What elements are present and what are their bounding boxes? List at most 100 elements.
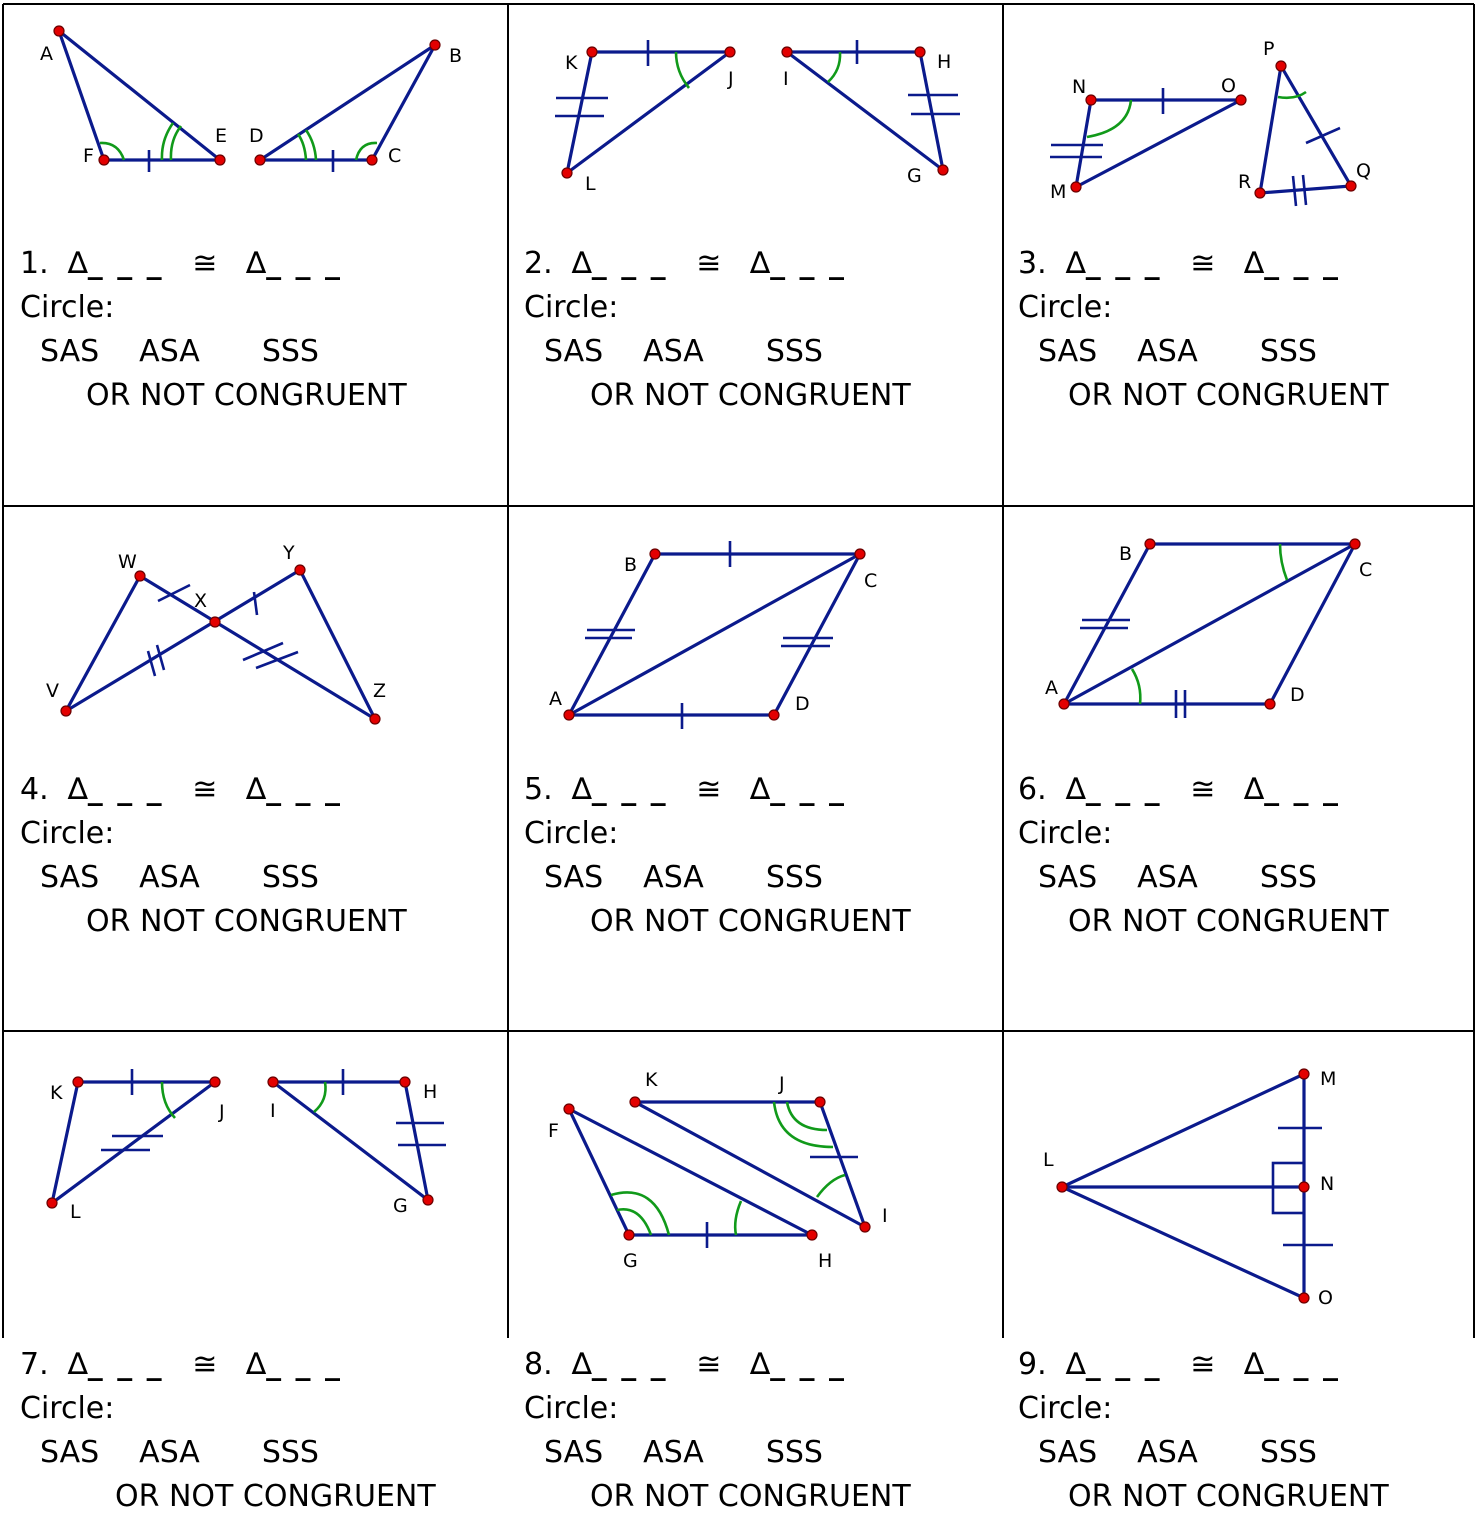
vertex-label: H — [937, 51, 951, 73]
option-asa[interactable]: ASA — [139, 860, 200, 895]
answer-blank[interactable]: _ _ _ — [591, 1347, 668, 1382]
option-sss[interactable]: SSS — [261, 860, 319, 895]
answer-blank[interactable]: _ _ _ — [266, 1347, 342, 1382]
vertex-label: D — [1290, 684, 1305, 706]
option-sas[interactable]: SAS — [40, 1435, 100, 1470]
vertex-label: Y — [282, 542, 295, 564]
option-not-congruent[interactable]: OR NOT CONGRUENT — [590, 378, 911, 413]
option-not-congruent[interactable]: OR NOT CONGRUENT — [590, 904, 911, 939]
answer-block: 9. ∆_ _ _ ≅ ∆_ _ _ Circle: SAS ASA SSS OR … — [1018, 1343, 1389, 1519]
option-asa[interactable]: ASA — [643, 1435, 704, 1470]
circle-label: Circle: — [524, 816, 619, 851]
vertex-label: A — [40, 43, 53, 65]
answer-blank[interactable]: _ _ _ — [1085, 1347, 1162, 1382]
answer-block: 7. ∆_ _ _ ≅ ∆_ _ _ Circle: SAS ASA SSS OR … — [20, 1343, 436, 1519]
answer-blank[interactable]: _ _ _ — [591, 772, 668, 807]
answer-blank[interactable]: _ _ _ — [591, 246, 668, 281]
answer-block: 4. ∆_ _ _ ≅ ∆_ _ _ Circle: SAS ASA SSS OR … — [20, 768, 407, 944]
option-asa[interactable]: ASA — [139, 334, 200, 369]
option-sas[interactable]: SAS — [544, 1435, 604, 1470]
answer-blank[interactable]: _ _ _ — [87, 1347, 164, 1382]
option-sas[interactable]: SAS — [1038, 334, 1098, 369]
option-asa[interactable]: ASA — [643, 860, 704, 895]
option-sss[interactable]: SSS — [765, 860, 823, 895]
congruence-statement: 6. ∆_ _ _ ≅ ∆_ _ _ — [1018, 768, 1389, 812]
circle-label: Circle: — [20, 816, 115, 851]
option-sss[interactable]: SSS — [1259, 1435, 1317, 1470]
vertex-label: C — [1359, 559, 1372, 581]
option-asa[interactable]: ASA — [643, 334, 704, 369]
answer-blank[interactable]: _ _ _ — [1085, 772, 1162, 807]
answer-blank[interactable]: _ _ _ — [1264, 772, 1340, 807]
vertex-label: J — [727, 68, 734, 90]
congruence-statement: 8. ∆_ _ _ ≅ ∆_ _ _ — [524, 1343, 911, 1387]
answer-blank[interactable]: _ _ _ — [770, 246, 846, 281]
vertex-label: E — [215, 125, 227, 147]
answer-block: 8. ∆_ _ _ ≅ ∆_ _ _ Circle: SAS ASA SSS OR … — [524, 1343, 911, 1519]
answer-blank[interactable]: _ _ _ — [266, 772, 342, 807]
option-sas[interactable]: SAS — [40, 334, 100, 369]
vertex-label: R — [1238, 171, 1251, 193]
option-not-congruent[interactable]: OR NOT CONGRUENT — [590, 1479, 911, 1514]
vertex-label: G — [393, 1195, 408, 1217]
option-not-congruent[interactable]: OR NOT CONGRUENT — [86, 904, 407, 939]
vertex-label: L — [1043, 1149, 1054, 1171]
circle-label: Circle: — [524, 290, 619, 325]
vertex-label: M — [1320, 1068, 1336, 1090]
option-sss[interactable]: SSS — [1259, 860, 1317, 895]
vertex-label: O — [1318, 1287, 1333, 1309]
answer-block: 1. ∆_ _ _ ≅ ∆_ _ _ Circle: SAS ASA SSS OR … — [20, 242, 407, 418]
congruence-statement: 9. ∆_ _ _ ≅ ∆_ _ _ — [1018, 1343, 1389, 1387]
option-sss[interactable]: SSS — [1259, 334, 1317, 369]
congruence-statement: 3. ∆_ _ _ ≅ ∆_ _ _ — [1018, 242, 1389, 286]
answer-blank[interactable]: _ _ _ — [87, 246, 164, 281]
answer-blank[interactable]: _ _ _ — [770, 1347, 846, 1382]
option-sss[interactable]: SSS — [765, 334, 823, 369]
vertex-label: K — [645, 1069, 658, 1091]
vertex-label: B — [624, 554, 637, 576]
answer-blank[interactable]: _ _ _ — [1264, 1347, 1340, 1382]
vertex-label: N — [1072, 76, 1086, 98]
option-sss[interactable]: SSS — [261, 334, 319, 369]
option-sas[interactable]: SAS — [1038, 860, 1098, 895]
answer-blank[interactable]: _ _ _ — [1085, 246, 1162, 281]
circle-label: Circle: — [1018, 816, 1113, 851]
option-not-congruent[interactable]: OR NOT CONGRUENT — [1068, 1479, 1389, 1514]
option-sss[interactable]: SSS — [261, 1435, 319, 1470]
answer-blank[interactable]: _ _ _ — [87, 772, 164, 807]
vertex-label: A — [549, 688, 562, 710]
vertex-label: I — [882, 1205, 888, 1227]
congruence-statement: 7. ∆_ _ _ ≅ ∆_ _ _ — [20, 1343, 436, 1387]
answer-blank[interactable]: _ _ _ — [770, 772, 846, 807]
congruence-statement: 5. ∆_ _ _ ≅ ∆_ _ _ — [524, 768, 911, 812]
option-sas[interactable]: SAS — [544, 334, 604, 369]
vertex-label: G — [907, 165, 922, 187]
option-not-congruent[interactable]: OR NOT CONGRUENT — [1068, 378, 1389, 413]
vertex-label: Z — [373, 680, 386, 702]
vertex-label: L — [585, 173, 596, 195]
congruence-statement: 1. ∆_ _ _ ≅ ∆_ _ _ — [20, 242, 407, 286]
vertex-label: J — [218, 1101, 225, 1123]
option-asa[interactable]: ASA — [1137, 334, 1198, 369]
answer-blank[interactable]: _ _ _ — [266, 246, 342, 281]
answer-blank[interactable]: _ _ _ — [1264, 246, 1340, 281]
option-sas[interactable]: SAS — [544, 860, 604, 895]
option-sss[interactable]: SSS — [765, 1435, 823, 1470]
vertex-label: M — [1050, 181, 1066, 203]
answer-block: 3. ∆_ _ _ ≅ ∆_ _ _ Circle: SAS ASA SSS OR … — [1018, 242, 1389, 418]
vertex-label: H — [423, 1081, 437, 1103]
option-asa[interactable]: ASA — [1137, 1435, 1198, 1470]
option-sas[interactable]: SAS — [40, 860, 100, 895]
option-asa[interactable]: ASA — [139, 1435, 200, 1470]
option-sas[interactable]: SAS — [1038, 1435, 1098, 1470]
option-asa[interactable]: ASA — [1137, 860, 1198, 895]
option-not-congruent[interactable]: OR NOT CONGRUENT — [1068, 904, 1389, 939]
option-not-congruent[interactable]: OR NOT CONGRUENT — [115, 1479, 436, 1514]
option-not-congruent[interactable]: OR NOT CONGRUENT — [86, 378, 407, 413]
